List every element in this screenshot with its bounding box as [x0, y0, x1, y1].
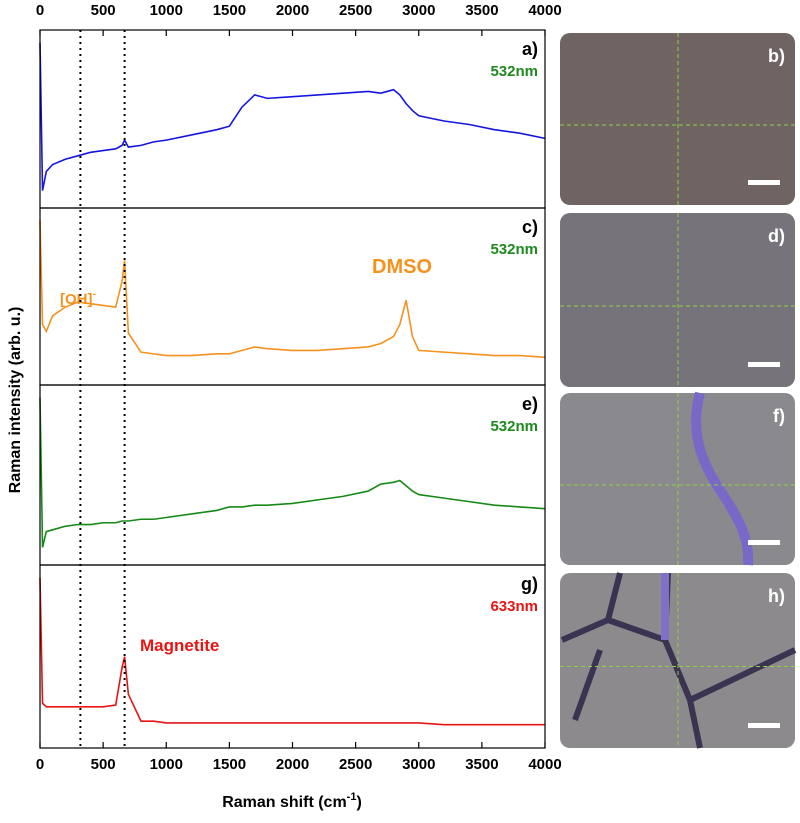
- x-axis-label-tail: ): [356, 794, 361, 811]
- laser-label: 532nm: [490, 241, 538, 258]
- panel-label: g): [521, 574, 538, 594]
- x-tick-label: 4000: [528, 756, 561, 773]
- panel-label: c): [522, 217, 538, 237]
- spectrum-line: [39, 397, 546, 548]
- spectrum-line: [39, 220, 546, 359]
- x-tick-label-top: 2000: [276, 2, 309, 19]
- x-tick-label: 0: [36, 756, 44, 773]
- x-tick-label: 500: [91, 756, 116, 773]
- spectrum-line: [39, 577, 545, 726]
- panel-frame: [39, 29, 546, 209]
- panel-frame: [39, 384, 546, 566]
- x-tick-label: 1000: [150, 756, 183, 773]
- x-tick-label-top: 2500: [339, 2, 372, 19]
- crack: [691, 391, 754, 566]
- panel-label: a): [522, 39, 538, 59]
- x-tick-label: 3500: [465, 756, 498, 773]
- panel-frame: [39, 564, 546, 749]
- x-tick-label: 2000: [276, 756, 309, 773]
- x-tick-label-top: 500: [91, 2, 116, 19]
- x-tick-label: 1500: [213, 756, 246, 773]
- x-axis-label-text: Raman shift (cm: [222, 794, 346, 811]
- scale-bar: [748, 180, 780, 185]
- x-tick-label-top: 3000: [402, 2, 435, 19]
- image-label: h): [768, 586, 785, 606]
- image-label: f): [773, 406, 785, 426]
- x-axis-label-sup: -1: [347, 791, 357, 803]
- panel-frame: [39, 207, 546, 386]
- x-tick-label-top: 1500: [213, 2, 246, 19]
- y-axis-label: Raman intensity (arb. u.): [7, 307, 24, 494]
- annotation: Magnetite: [140, 636, 219, 655]
- x-tick-label: 2500: [339, 756, 372, 773]
- panel-label: e): [522, 394, 538, 414]
- scale-bar: [748, 540, 780, 545]
- image-label: b): [768, 46, 785, 66]
- spectrum-line: [39, 42, 546, 191]
- scale-bar: [748, 723, 780, 728]
- x-axis-label: Raman shift (cm-1): [222, 791, 362, 811]
- annotation-text: Magnetite: [140, 636, 219, 655]
- x-tick-label-top: 1000: [150, 2, 183, 19]
- scale-bar: [748, 362, 780, 367]
- annotation: DMSO: [372, 256, 432, 278]
- x-tick-label-top: 3500: [465, 2, 498, 19]
- x-tick-label-top: 0: [36, 2, 44, 19]
- laser-label: 633nm: [490, 598, 538, 615]
- x-tick-label: 3000: [402, 756, 435, 773]
- image-label: d): [768, 226, 785, 246]
- x-tick-label-top: 4000: [528, 2, 561, 19]
- annotation-text: [OH]: [60, 291, 93, 308]
- laser-label: 532nm: [490, 418, 538, 435]
- laser-label: 532nm: [490, 63, 538, 80]
- annotation-sup: -: [93, 289, 96, 300]
- annotation: [OH]-: [60, 289, 96, 308]
- annotation-text: DMSO: [372, 256, 432, 278]
